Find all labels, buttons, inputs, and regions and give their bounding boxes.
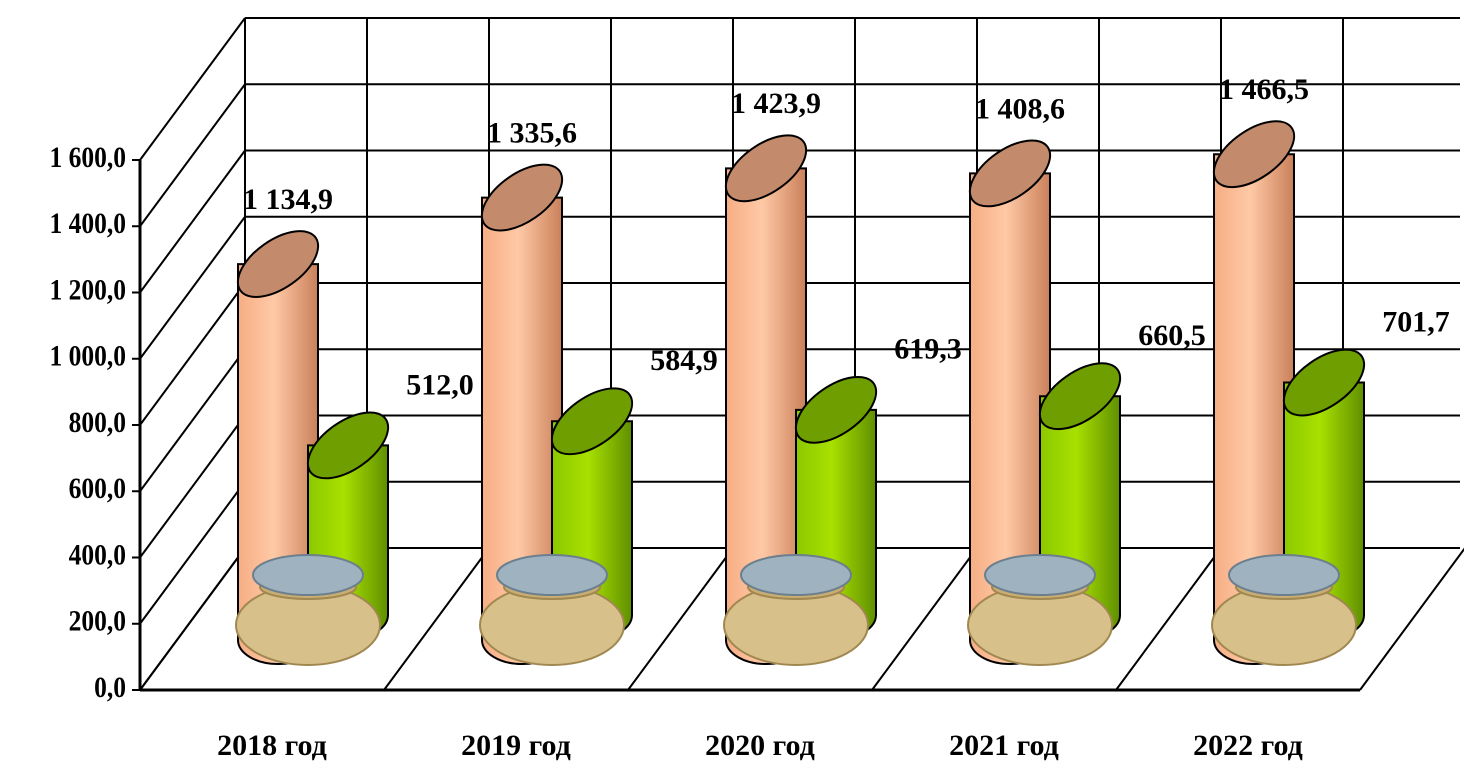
- bag-money: [1228, 554, 1340, 596]
- floor-line: [1115, 547, 1222, 691]
- side-grid-line: [139, 282, 246, 426]
- cylinder-top: [480, 163, 564, 232]
- bag-money: [984, 554, 1096, 596]
- value-label: 1 134,9: [243, 183, 333, 216]
- floor-line: [383, 547, 490, 691]
- side-grid-line: [139, 149, 246, 294]
- money-bag: [723, 554, 869, 666]
- cylinder-top: [236, 230, 320, 298]
- side-grid-line: [139, 216, 246, 360]
- floor-line: [871, 547, 978, 691]
- value-label: 584,9: [650, 344, 718, 377]
- y-tick-label: 200,0: [69, 605, 126, 638]
- side-grid-line: [139, 481, 246, 625]
- money-bag: [1211, 554, 1357, 666]
- money-bag: [235, 554, 381, 666]
- side-grid-line: [139, 83, 246, 227]
- x-tick-label: 2019 год: [461, 729, 571, 762]
- side-grid-line: [139, 414, 246, 559]
- value-label: 660,5: [1138, 319, 1206, 352]
- cylinder-top: [1282, 348, 1366, 417]
- value-label: 1 466,5: [1219, 73, 1309, 106]
- x-tick-label: 2020 год: [705, 729, 815, 762]
- value-label: 619,3: [894, 333, 962, 366]
- value-label: 701,7: [1382, 305, 1450, 338]
- money-bag: [479, 554, 625, 666]
- cylinder-top: [306, 411, 390, 480]
- value-label: 512,0: [406, 368, 474, 401]
- floor-line: [627, 547, 734, 691]
- floor-line: [1359, 547, 1464, 691]
- bag-money: [740, 554, 852, 596]
- cylinder-top: [724, 134, 808, 203]
- value-label: 1 335,6: [487, 116, 577, 149]
- cylinder-top: [1038, 362, 1122, 431]
- x-tick-label: 2018 год: [217, 729, 327, 762]
- value-label: 1 408,6: [975, 92, 1065, 125]
- cylinder-top: [1212, 120, 1296, 189]
- money-bag: [967, 554, 1113, 666]
- y-tick-label: 400,0: [69, 539, 126, 572]
- y-tick-label: 1 200,0: [50, 274, 126, 307]
- x-tick-label: 2021 год: [949, 729, 1059, 762]
- x-tick-label: 2022 год: [1193, 729, 1303, 762]
- y-tick-label: 1 000,0: [50, 340, 126, 373]
- side-grid-line: [139, 547, 246, 691]
- y-tick-label: 0,0: [94, 671, 126, 704]
- y-tick-label: 1 400,0: [50, 207, 126, 240]
- y-tick-label: 1 600,0: [50, 141, 126, 174]
- cylinder-top: [968, 139, 1052, 208]
- y-tick-label: 600,0: [69, 472, 126, 505]
- cylinder-top: [550, 387, 634, 456]
- y-tick-label: 800,0: [69, 406, 126, 439]
- side-grid-line: [139, 348, 246, 492]
- bag-money: [252, 554, 364, 596]
- bag-money: [496, 554, 608, 596]
- cylinder-top: [794, 375, 878, 444]
- side-grid-line: [139, 17, 246, 161]
- value-label: 1 423,9: [731, 87, 821, 120]
